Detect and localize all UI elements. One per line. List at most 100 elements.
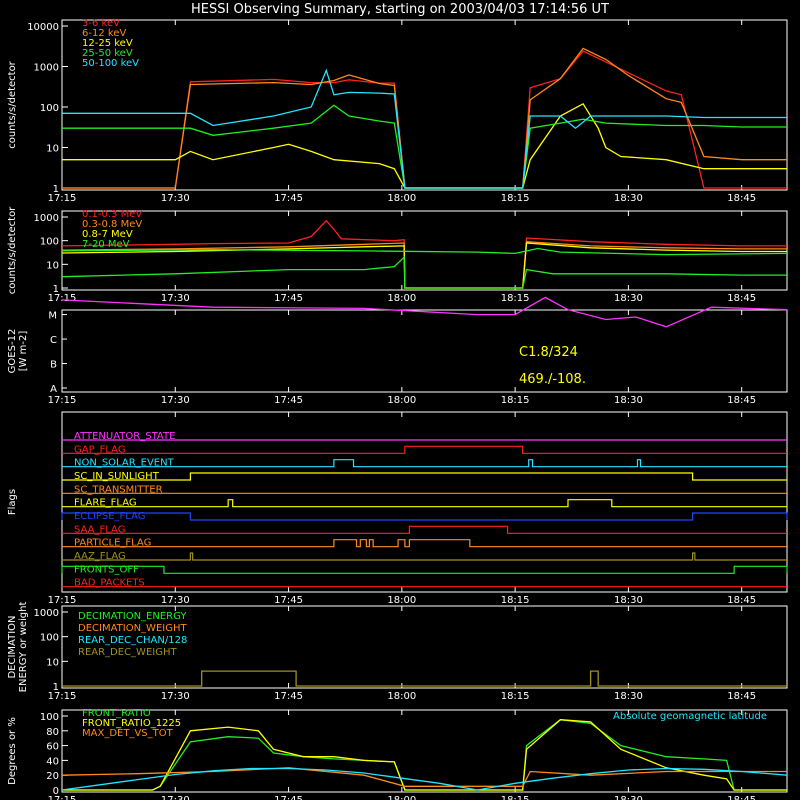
- flag-label: PARTICLE_FLAG: [74, 538, 151, 549]
- ratio-series-line: [61, 767, 788, 791]
- ratio-x-tick-label: 17:15: [48, 795, 77, 800]
- hxr-x-tick-label: 17:30: [161, 193, 190, 204]
- gamma-series-line: [61, 219, 787, 289]
- hxr-x-tick-label: 18:30: [614, 193, 643, 204]
- flag-label: GAP_FLAG: [74, 444, 126, 455]
- flags-y-label: Flags: [7, 489, 18, 515]
- hxr-x-tick-label: 17:15: [48, 193, 77, 204]
- gamma-x-tick-label: 17:45: [274, 293, 303, 304]
- decimation-legend-entry: REAR_DEC_CHAN/128: [78, 635, 187, 646]
- hxr-frame: [61, 19, 788, 191]
- hxr-legend-entry: 25-50 keV: [82, 48, 133, 59]
- gamma-x-tick-label: 18:00: [387, 293, 416, 304]
- hxr-legend-entry: 12-25 keV: [82, 38, 133, 49]
- gamma-x-tick-label: 18:30: [614, 293, 643, 304]
- flags-x-tick-label: 17:30: [161, 595, 190, 606]
- decimation-series-line: [62, 670, 787, 687]
- goes-x-tick-label: 18:30: [614, 395, 643, 406]
- gamma-series-line: [61, 241, 787, 289]
- decimation-x-tick-label: 17:45: [274, 691, 303, 702]
- gamma-series-line: [61, 255, 787, 289]
- ratio-y-tick-label: 80: [46, 727, 59, 738]
- ratio-y-label: Degrees or %: [7, 717, 18, 785]
- flag-line: [61, 565, 788, 574]
- goes-y-label: [W m-2]: [18, 331, 29, 372]
- goes-x-tick-label: 18:00: [387, 395, 416, 406]
- flag-line: [62, 459, 787, 468]
- decimation-legend-entry: DECIMATION_WEIGHT: [78, 623, 187, 634]
- decimation-y-label: ENERGY or weight: [18, 602, 29, 693]
- goes-y-tick-label: A: [50, 384, 57, 395]
- ratio-legend-entry: FRONT_RATIO: [82, 708, 151, 719]
- flags-x-tick-label: 18:15: [501, 595, 530, 606]
- decimation-y-label: DECIMATION: [7, 615, 18, 678]
- hxr-x-tick-label: 18:00: [387, 193, 416, 204]
- flag-line: [62, 552, 787, 561]
- flag-label: AAZ_FLAG: [74, 551, 126, 562]
- flag-label: SAA_FLAG: [74, 524, 125, 535]
- hxr-y-tick-label: 1: [53, 184, 59, 195]
- hxr-series-line: [62, 68, 787, 189]
- gamma-y-tick-label: 1000: [34, 213, 59, 224]
- decimation-x-tick-label: 18:30: [614, 691, 643, 702]
- goes-x-tick-label: 17:45: [274, 395, 303, 406]
- gamma-x-tick-label: 17:30: [161, 293, 190, 304]
- flag-line: [62, 539, 787, 548]
- ratio-y-tick-label: 40: [46, 756, 59, 767]
- hxr-legend-entry: 3-6 keV: [82, 18, 120, 29]
- ratio-x-tick-label: 18:15: [501, 795, 530, 800]
- flag-label: FRONTS_OFF: [74, 564, 139, 575]
- gamma-x-tick-label: 17:15: [48, 293, 77, 304]
- gamma-legend-entry: 0.8-7 MeV: [82, 229, 133, 240]
- ratio-y-tick-label: 100: [40, 712, 59, 723]
- ratio-legend-entry: MAX_DET_VS_TOT: [82, 728, 174, 739]
- gamma-y-label: counts/s/detector: [7, 206, 18, 294]
- gamma-legend-entry: 0.1-0.3 MeV: [82, 209, 142, 220]
- flag-label: ECLIPSE_FLAG: [74, 511, 145, 522]
- decimation-x-tick-label: 18:45: [727, 691, 756, 702]
- ratio-x-tick-label: 18:00: [387, 795, 416, 800]
- decimation-y-tick-label: 100: [40, 633, 59, 644]
- goes-y-tick-label: B: [50, 360, 57, 371]
- ratio-y-tick-label: 0: [53, 786, 59, 797]
- goes-x-tick-label: 18:45: [727, 395, 756, 406]
- gamma-legend-entry: 7-20 MeV: [82, 239, 130, 250]
- goes-series-line: [61, 296, 788, 328]
- gamma-x-tick-label: 18:15: [501, 293, 530, 304]
- flags-x-tick-label: 18:00: [387, 595, 416, 606]
- hxr-legend-entry: 6-12 keV: [82, 28, 126, 39]
- hxr-legend-entry: 50-100 keV: [82, 58, 139, 69]
- flag-label: FLARE_FLAG: [74, 498, 137, 509]
- flag-line: [62, 472, 787, 481]
- decimation-x-tick-label: 18:00: [387, 691, 416, 702]
- hxr-series-line: [62, 50, 787, 189]
- goes-frame: [61, 309, 788, 393]
- decimation-y-tick-label: 1: [53, 682, 59, 693]
- decimation-legend-entry: REAR_DEC_WEIGHT: [78, 647, 177, 658]
- goes-y-tick-label: M: [48, 311, 57, 322]
- ratio-legend-entry: Absolute geomagnetic latitude: [613, 711, 767, 722]
- flag-label: SC_IN_SUNLIGHT: [74, 471, 160, 482]
- hxr-y-tick-label: 100: [40, 103, 59, 114]
- goes-series-line: [61, 247, 788, 256]
- goes-x-tick-label: 17:15: [48, 395, 77, 406]
- decimation-x-tick-label: 18:15: [501, 691, 530, 702]
- ratio-x-tick-label: 17:45: [274, 795, 303, 800]
- decimation-frame: [61, 605, 788, 689]
- ratio-frame: [61, 709, 788, 793]
- hxr-y-tick-label: 10: [46, 144, 59, 155]
- hxr-x-tick-label: 17:45: [274, 193, 303, 204]
- goes-x-tick-label: 17:30: [161, 395, 190, 406]
- ratio-x-tick-label: 18:45: [727, 795, 756, 800]
- flag-line: [62, 525, 787, 534]
- ratio-y-tick-label: 20: [46, 771, 59, 782]
- decimation-x-tick-label: 17:30: [161, 691, 190, 702]
- flag-label: ATTENUATOR_STATE: [74, 431, 175, 442]
- flag-label: SC_TRANSMITTER: [74, 484, 163, 495]
- flag-line: [62, 445, 787, 454]
- decimation-y-tick-label: 10: [46, 657, 59, 668]
- hxr-x-tick-label: 18:45: [727, 193, 756, 204]
- goes-y-label: GOES-12: [7, 329, 18, 374]
- goes-annotation: 469./-108.: [519, 372, 586, 387]
